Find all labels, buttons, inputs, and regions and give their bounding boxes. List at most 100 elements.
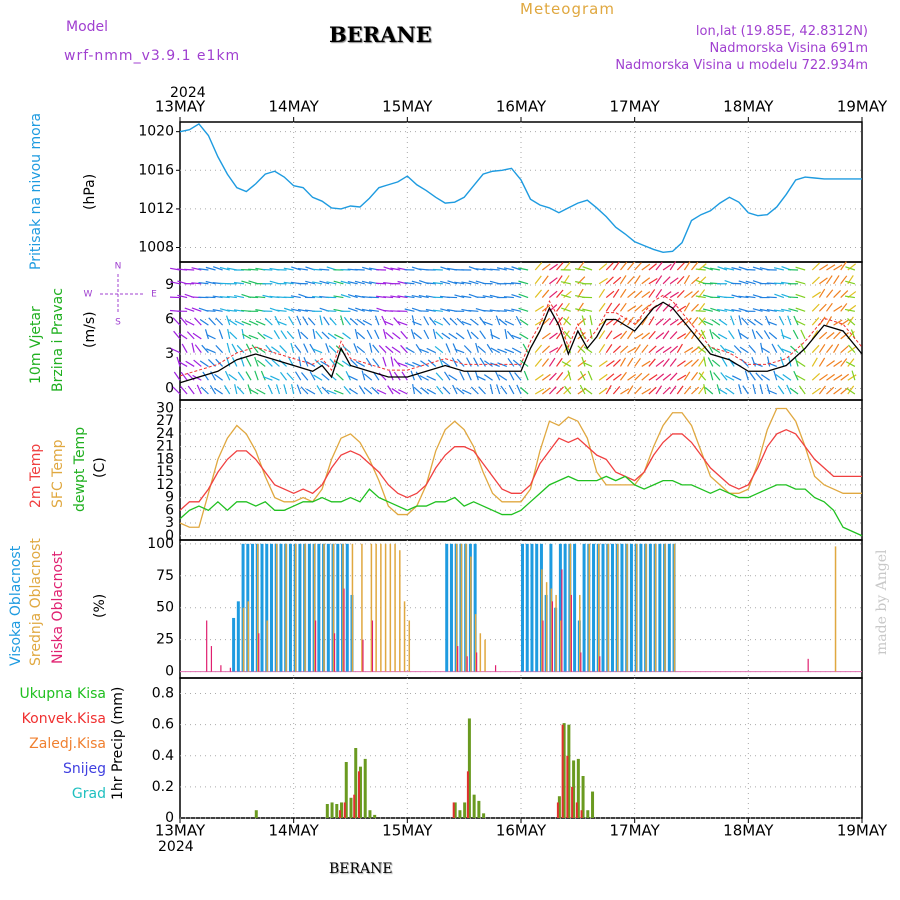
wind-barb <box>583 346 593 354</box>
wind-barb <box>811 291 821 299</box>
wind-barb <box>833 343 840 353</box>
wind-barb <box>425 308 436 312</box>
wind-barb <box>767 321 777 326</box>
wind-barb <box>333 280 344 285</box>
mid-cloud-bar <box>394 543 396 672</box>
high-cloud-bar <box>658 543 662 672</box>
wind-barb <box>676 374 687 381</box>
wind-barb <box>795 266 806 271</box>
wind-barb <box>683 261 691 271</box>
wind-barb <box>811 262 820 271</box>
wind-tick-label: 0 <box>165 381 174 397</box>
wind-barb <box>563 386 572 395</box>
precip-total-bar <box>254 810 258 818</box>
wind-barb <box>698 385 706 395</box>
precip-total-bar <box>358 766 362 818</box>
wind-barb <box>381 315 387 326</box>
wind-barb <box>248 334 259 340</box>
wind-barb <box>326 281 337 285</box>
wind-barb <box>669 261 677 271</box>
wind-barb <box>270 375 280 381</box>
low-cloud-bar <box>570 594 572 672</box>
wind-barb <box>833 275 840 285</box>
wind-barb <box>725 387 735 395</box>
wind-barb <box>738 295 749 299</box>
wind-barb <box>613 332 623 340</box>
wind-barb <box>556 303 564 312</box>
wind-barb <box>691 290 700 298</box>
temp-tick-label: 24 <box>156 426 174 442</box>
wind-barb <box>280 330 288 340</box>
wind-barb <box>619 261 628 271</box>
wind-barb <box>490 328 494 340</box>
wind-barb <box>662 291 672 299</box>
wind-barb <box>780 329 785 340</box>
wind-barb <box>218 329 224 340</box>
wind-barb <box>818 288 826 298</box>
wind-barb <box>301 372 309 381</box>
wind-barb <box>634 304 643 312</box>
wind-barb <box>561 361 572 367</box>
mid-cloud-bar <box>673 543 676 672</box>
wind-barb <box>703 356 707 367</box>
wind-barb <box>534 319 545 326</box>
wind-barb <box>241 280 252 285</box>
wind-barb <box>698 317 707 326</box>
wind-barb <box>326 389 337 395</box>
wind-barb <box>349 317 359 326</box>
wind-barb <box>691 316 699 326</box>
wind-barb <box>264 358 273 367</box>
precip-total-bar <box>586 810 590 818</box>
wind-barb <box>297 329 302 340</box>
wind-barb <box>400 344 408 354</box>
wind-barb <box>486 343 494 353</box>
wind-barb <box>445 343 451 353</box>
mid-cloud-bar <box>541 569 543 672</box>
wind-barb <box>419 375 429 381</box>
mid-cloud-bar <box>242 607 245 672</box>
wind-barb <box>605 276 614 285</box>
precip-total-bar <box>349 797 353 818</box>
wind-barb <box>173 330 181 340</box>
wind-barb <box>724 267 735 271</box>
wind-barb <box>563 330 572 340</box>
wind-barb <box>548 372 557 381</box>
wind-barb <box>256 388 266 395</box>
wind-barb <box>435 331 444 340</box>
wind-barb <box>771 343 778 353</box>
model-name: wrf-nmm_v3.9.1 e1km <box>64 48 241 64</box>
wind-barb <box>777 344 785 354</box>
precip-conv-bar <box>452 802 455 818</box>
time-tick-label-bottom: 18MAY <box>723 822 774 840</box>
wind-barb <box>655 359 665 367</box>
wind-barb <box>198 268 209 271</box>
wind-barb <box>833 360 843 367</box>
wind-barb <box>840 261 847 271</box>
wind-barb <box>556 344 563 354</box>
precip-total-bar <box>567 724 571 818</box>
wind-barb <box>510 282 522 285</box>
wind-barb <box>711 359 721 367</box>
wind-barb <box>405 347 415 354</box>
wind-barb <box>795 320 806 326</box>
wind-barb <box>833 387 842 395</box>
wind-barb <box>845 280 856 285</box>
wind-barb <box>231 357 238 367</box>
wind-barb <box>333 295 344 299</box>
wind-barb <box>459 371 465 381</box>
time-tick-label-top: 16MAY <box>496 98 547 116</box>
wind-barb <box>436 385 444 395</box>
wind-barb <box>519 333 529 340</box>
wind-barb <box>365 357 373 367</box>
wind-barb <box>180 317 188 326</box>
mid-cloud-bar <box>389 543 392 672</box>
mid-cloud-bar <box>470 556 472 672</box>
wind-barb <box>426 375 437 381</box>
wind-barb <box>418 294 429 299</box>
wind-barb <box>383 320 394 326</box>
wind-barb <box>215 358 224 367</box>
mid-cloud-bar <box>323 543 325 672</box>
wind-barb <box>700 329 707 340</box>
wind-barb <box>676 289 685 298</box>
wind-barb <box>361 280 372 285</box>
